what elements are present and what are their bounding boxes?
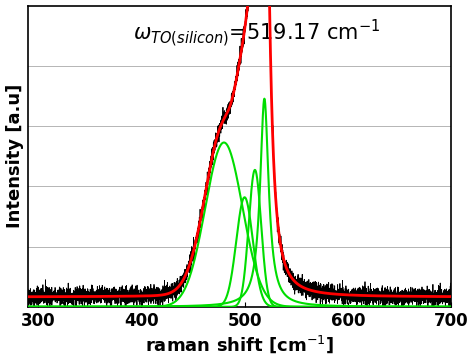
X-axis label: raman shift [cm$^{-1}$]: raman shift [cm$^{-1}$] [145, 334, 334, 356]
Text: $\omega_{TO(silicon)}$=519.17 cm$^{-1}$: $\omega_{TO(silicon)}$=519.17 cm$^{-1}$ [133, 18, 380, 49]
Y-axis label: Intensity [a.u]: Intensity [a.u] [6, 84, 24, 228]
